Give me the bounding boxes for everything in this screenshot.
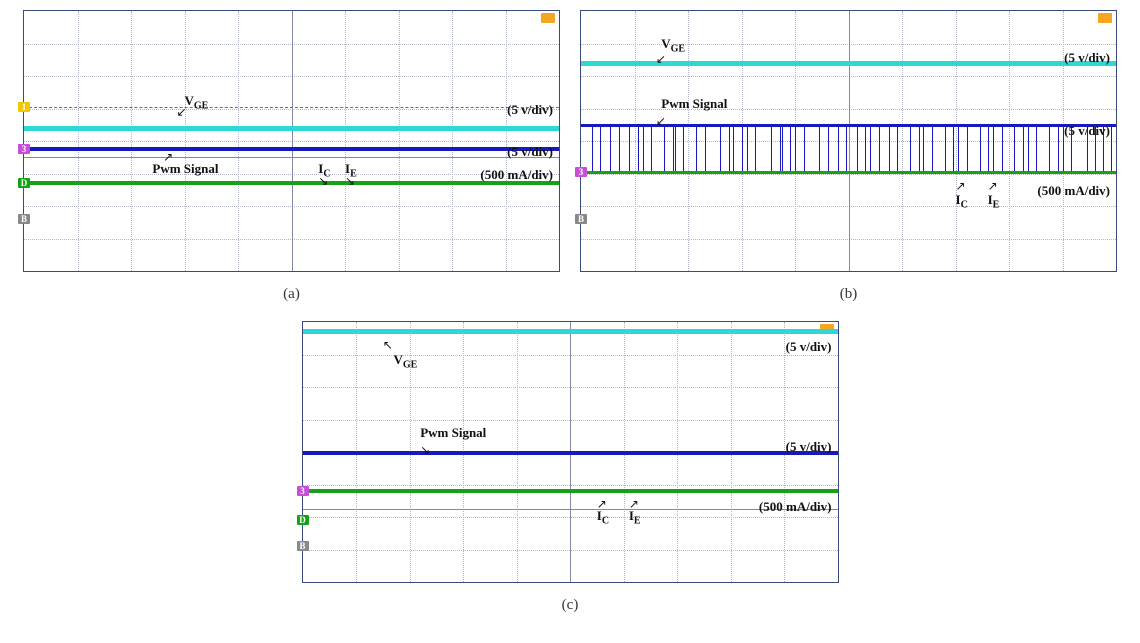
signal-label-ic: IC bbox=[597, 509, 609, 527]
channel-marker: B bbox=[575, 214, 587, 224]
pwm-pulse bbox=[819, 125, 829, 172]
caption-b: (b) bbox=[840, 286, 858, 303]
pwm-pulse bbox=[664, 125, 674, 172]
scale-label: (500 mA/div) bbox=[480, 168, 553, 181]
panel-c-wrap: 3DBVGE↖Pwm Signal↘IC↗IE↗(5 v/div)(5 v/di… bbox=[302, 321, 839, 614]
pwm-pulse bbox=[945, 125, 955, 172]
pointer-arrow-icon: ↙ bbox=[656, 115, 666, 127]
pwm-pulse bbox=[870, 125, 880, 172]
waveform-trace bbox=[24, 107, 559, 108]
channel-marker: 3 bbox=[297, 486, 309, 496]
pwm-pulse bbox=[923, 125, 933, 172]
waveform-trace bbox=[24, 147, 559, 151]
pwm-pulse bbox=[592, 125, 602, 172]
signal-label-pwm: Pwm Signal bbox=[420, 426, 486, 439]
scale-label: (5 v/div) bbox=[507, 103, 553, 116]
pwm-pulse bbox=[720, 125, 730, 172]
signal-label-ie: IE bbox=[629, 509, 641, 527]
pointer-arrow-icon: ↗ bbox=[629, 498, 639, 510]
signal-label-pwm: Pwm Signal bbox=[661, 97, 727, 110]
waveform-trace bbox=[24, 126, 559, 131]
pwm-pulse bbox=[610, 125, 620, 172]
channel-marker: B bbox=[297, 541, 309, 551]
pwm-pulse bbox=[771, 125, 781, 172]
signal-label-ic: IC bbox=[956, 193, 968, 211]
pwm-pulse bbox=[889, 125, 899, 172]
waveform-trace bbox=[581, 171, 1116, 174]
scale-label: (5 v/div) bbox=[1064, 51, 1110, 64]
scope-panel-b: 3BVGE↙Pwm Signal↙IC↗IE↗(5 v/div)(5 v/div… bbox=[580, 10, 1117, 272]
scale-label: (5 v/div) bbox=[507, 145, 553, 158]
caption-a: (a) bbox=[283, 286, 300, 303]
caption-c: (c) bbox=[562, 597, 579, 614]
pointer-arrow-icon: ↘ bbox=[345, 175, 355, 187]
scale-label: (500 mA/div) bbox=[1037, 184, 1110, 197]
trigger-marker-icon bbox=[1098, 13, 1112, 23]
pointer-arrow-icon: ↗ bbox=[597, 498, 607, 510]
signal-label-vge: VGE bbox=[185, 94, 209, 112]
channel-marker: B bbox=[18, 214, 30, 224]
channel-marker: D bbox=[18, 178, 30, 188]
waveform-trace bbox=[24, 181, 559, 185]
pwm-pulse bbox=[643, 125, 653, 172]
scale-label: (500 mA/div) bbox=[759, 500, 832, 513]
pwm-pulse bbox=[782, 125, 792, 172]
panel-b-wrap: 3BVGE↙Pwm Signal↙IC↗IE↗(5 v/div)(5 v/div… bbox=[580, 10, 1117, 303]
pointer-arrow-icon: ↗ bbox=[163, 151, 173, 163]
pointer-arrow-icon: ↙ bbox=[176, 106, 186, 118]
pwm-pulse bbox=[980, 125, 990, 172]
pointer-arrow-icon: ↙ bbox=[656, 53, 666, 65]
signal-label-vge: VGE bbox=[393, 353, 417, 371]
pwm-pulse bbox=[675, 125, 685, 172]
waveform-trace bbox=[303, 489, 838, 493]
trigger-marker-icon bbox=[541, 13, 555, 23]
channel-marker: D bbox=[297, 515, 309, 525]
pointer-arrow-icon: ↗ bbox=[956, 180, 966, 192]
pwm-pulse bbox=[795, 125, 805, 172]
channel-marker: 1 bbox=[18, 102, 30, 112]
pwm-pulse bbox=[1049, 125, 1059, 172]
pwm-pulse bbox=[1014, 125, 1024, 172]
bottom-row: 3DBVGE↖Pwm Signal↘IC↗IE↗(5 v/div)(5 v/di… bbox=[10, 321, 1130, 614]
top-row: 13DBVGE↙Pwm Signal↗IC↘IE↘(5 v/div)(5 v/d… bbox=[10, 10, 1130, 303]
scale-label: (5 v/div) bbox=[1064, 124, 1110, 137]
scope-panel-c: 3DBVGE↖Pwm Signal↘IC↗IE↗(5 v/div)(5 v/di… bbox=[302, 321, 839, 583]
waveform-trace bbox=[303, 451, 838, 455]
pointer-arrow-icon: ↘ bbox=[420, 444, 430, 456]
pointer-arrow-icon: ↘ bbox=[318, 175, 328, 187]
pwm-pulse bbox=[747, 125, 757, 172]
channel-marker: 3 bbox=[18, 144, 30, 154]
pwm-pulse bbox=[696, 125, 706, 172]
pwm-pulse bbox=[733, 125, 743, 172]
waveform-trace bbox=[303, 329, 838, 334]
pwm-pulse bbox=[857, 125, 867, 172]
pwm-pulse bbox=[629, 125, 639, 172]
pointer-arrow-icon: ↖ bbox=[383, 339, 393, 351]
pwm-pulse bbox=[910, 125, 920, 172]
scope-panel-a: 13DBVGE↙Pwm Signal↗IC↘IE↘(5 v/div)(5 v/d… bbox=[23, 10, 560, 272]
signal-label-ie: IE bbox=[988, 193, 1000, 211]
panel-a-wrap: 13DBVGE↙Pwm Signal↗IC↘IE↘(5 v/div)(5 v/d… bbox=[23, 10, 560, 303]
pwm-pulse bbox=[993, 125, 1003, 172]
scale-label: (5 v/div) bbox=[786, 440, 832, 453]
channel-marker: 3 bbox=[575, 167, 587, 177]
pwm-pulse bbox=[1028, 125, 1038, 172]
scale-label: (5 v/div) bbox=[786, 340, 832, 353]
pwm-pulse bbox=[958, 125, 968, 172]
pwm-pulse bbox=[838, 125, 848, 172]
pointer-arrow-icon: ↗ bbox=[988, 180, 998, 192]
